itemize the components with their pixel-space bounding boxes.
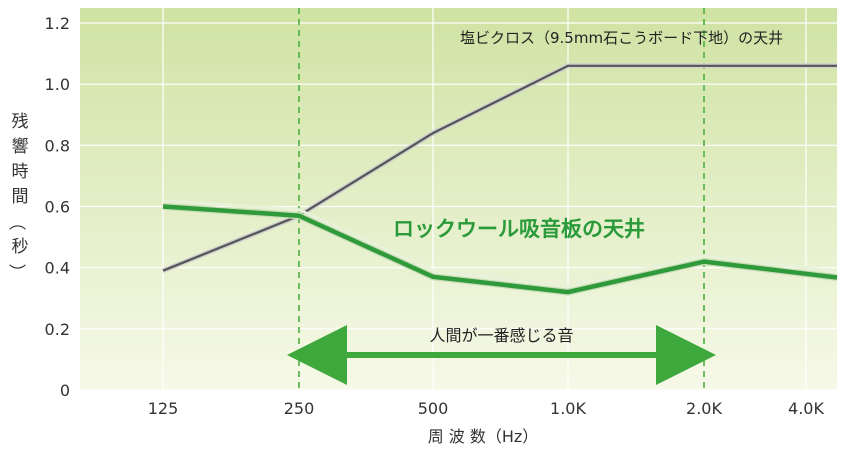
x-tick-label: 500	[418, 399, 449, 418]
x-tick-label: 1.0K	[550, 399, 586, 418]
x-axis-title: 周 波 数（Hz）	[428, 427, 539, 446]
y-axis-title-char: 間	[12, 187, 29, 207]
x-tick-label: 2.0K	[686, 399, 722, 418]
y-axis-title-char: 残	[12, 112, 29, 132]
series-label-vinyl: 塩ビクロス（9.5mm石こうボード下地）の天井	[460, 29, 783, 47]
y-tick-label: 0.6	[45, 198, 70, 217]
range-guides	[298, 8, 705, 390]
y-axis-title-char: ）	[6, 264, 26, 281]
annotation-label: 人間が一番感じる音	[429, 326, 573, 345]
y-tick-label: 0	[60, 381, 70, 400]
y-tick-label: 1.0	[45, 75, 70, 94]
x-tick-label: 250	[284, 399, 315, 418]
y-tick-label: 0.8	[45, 136, 70, 155]
y-axis-title-char: 秒	[12, 237, 29, 257]
x-ticks: 125 250 500 1.0K 2.0K 4.0K	[148, 399, 825, 418]
x-tick-label: 4.0K	[788, 399, 824, 418]
y-tick-label: 0.4	[45, 259, 70, 278]
y-tick-label: 1.2	[45, 14, 70, 33]
y-ticks: 0 0.2 0.4 0.6 0.8 1.0 1.2	[45, 14, 70, 400]
y-axis-title-char: 時	[12, 162, 29, 182]
y-axis-title-char: （	[6, 214, 26, 231]
x-tick-label: 125	[148, 399, 179, 418]
y-axis-title-char: 響	[12, 137, 29, 157]
series-line-rockwool-highlight	[162, 199, 838, 288]
series-lines	[162, 63, 838, 296]
y-tick-label: 0.2	[45, 320, 70, 339]
series-line-rockwool	[162, 204, 838, 295]
series-label-rockwool: ロックウール吸音板の天井	[393, 217, 645, 241]
